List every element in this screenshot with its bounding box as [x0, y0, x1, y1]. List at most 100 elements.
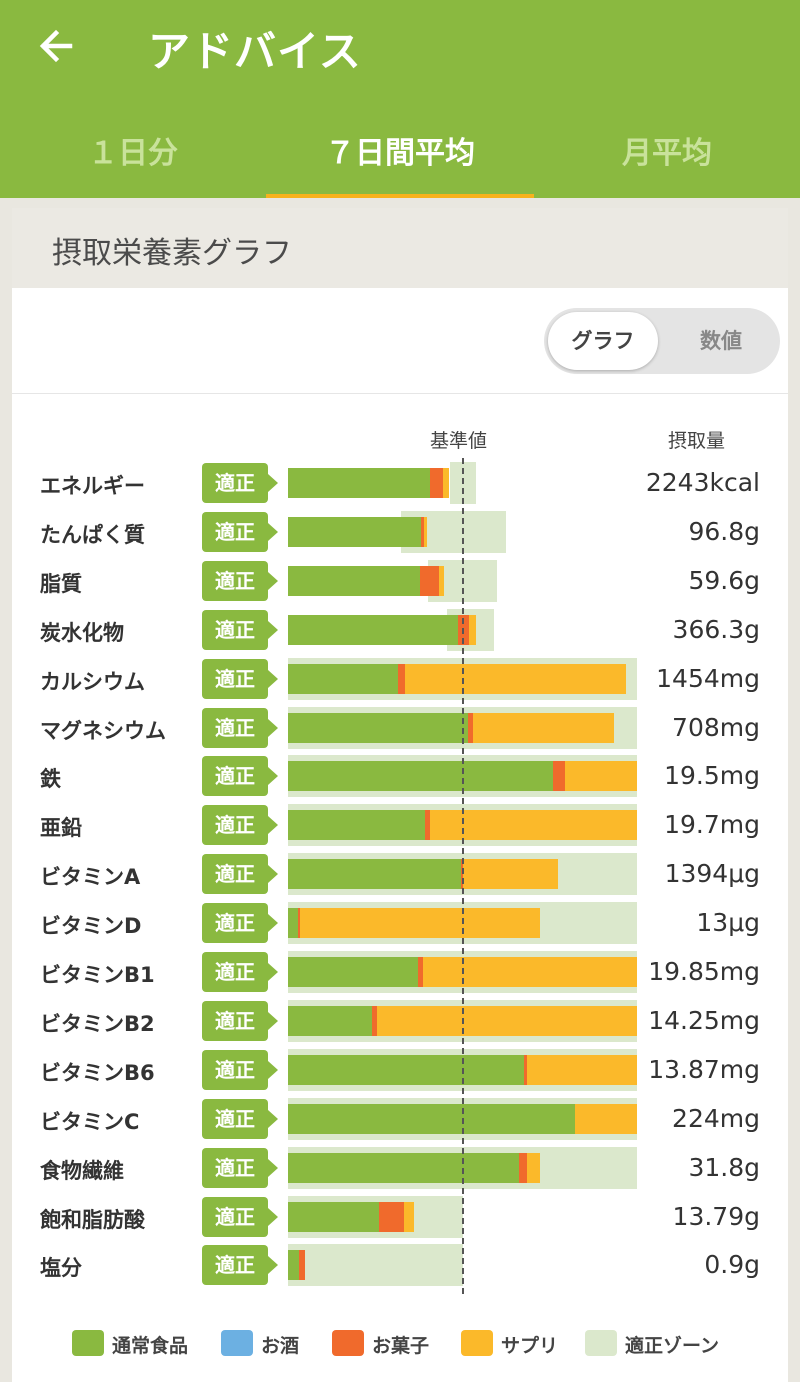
- nutrient-row: 塩分 適正 0.9g: [12, 1244, 788, 1286]
- status-badge: 適正: [202, 1148, 278, 1188]
- tab-indicator: [266, 194, 534, 198]
- intake-value: 0.9g: [704, 1250, 760, 1279]
- nutrient-name: 炭水化物: [40, 621, 124, 645]
- snack-segment: [371, 1006, 377, 1036]
- nutrient-name: 亜鉛: [40, 816, 82, 840]
- supplement-segment: [527, 1153, 541, 1183]
- tab-monthly-average[interactable]: 月平均: [622, 136, 712, 171]
- tab-7day-average[interactable]: ７日間平均: [325, 136, 475, 171]
- intake-value: 14.25mg: [648, 1006, 760, 1035]
- intake-value: 13.87mg: [648, 1055, 760, 1084]
- legend-swatch: [461, 1330, 493, 1356]
- nutrient-row: ビタミンC 適正 224mg: [12, 1098, 788, 1140]
- legend-swatch: [72, 1330, 104, 1356]
- snack-segment: [553, 761, 565, 791]
- supplement-segment: [575, 1104, 637, 1134]
- status-badge: 適正: [202, 463, 278, 503]
- normal-food-segment: [288, 1153, 520, 1183]
- snack-segment: [418, 957, 424, 987]
- status-badge: 適正: [202, 512, 278, 552]
- toggle-graph-button[interactable]: グラフ: [548, 312, 658, 370]
- snack-segment: [424, 810, 431, 840]
- back-button[interactable]: [36, 26, 80, 66]
- legend-swatch: [221, 1330, 253, 1356]
- nutrient-name: マグネシウム: [40, 719, 166, 743]
- normal-food-segment: [288, 1006, 372, 1036]
- legend-label: 適正ゾーン: [625, 1335, 720, 1357]
- status-badge: 適正: [202, 1197, 278, 1237]
- view-toggle[interactable]: グラフ 数値: [544, 308, 780, 374]
- intake-bar: [288, 1244, 637, 1286]
- intake-value: 59.6g: [688, 566, 760, 595]
- intake-value: 31.8g: [688, 1153, 760, 1182]
- intake-value: 366.3g: [672, 615, 760, 644]
- nutrient-name: ビタミンB1: [40, 963, 155, 987]
- normal-food-segment: [288, 1250, 300, 1280]
- nutrient-graph-card: 摂取栄養素グラフ グラフ 数値 基準値 摂取量 エネルギー 適正 2243kcal た…: [12, 208, 788, 1382]
- divider: [12, 393, 788, 394]
- supplement-segment: [463, 859, 558, 889]
- toggle-value-button[interactable]: 数値: [700, 329, 742, 353]
- nutrient-row: 飽和脂肪酸 適正 13.79g: [12, 1196, 788, 1238]
- nutrient-name: 脂質: [40, 572, 82, 596]
- supplement-segment: [423, 957, 637, 987]
- normal-food-segment: [288, 1055, 525, 1085]
- status-badge: 適正: [202, 659, 278, 699]
- supplement-segment: [443, 468, 449, 498]
- intake-value: 13μg: [696, 908, 760, 937]
- normal-food-segment: [288, 859, 461, 889]
- legend-label: 通常食品: [112, 1335, 189, 1357]
- legend-label: お酒: [261, 1335, 300, 1357]
- nutrient-row: 亜鉛 適正 19.7mg: [12, 804, 788, 846]
- snack-segment: [297, 908, 301, 938]
- normal-food-segment: [288, 566, 420, 596]
- intake-value: 708mg: [672, 713, 760, 742]
- legend-label: お菓子: [372, 1335, 430, 1357]
- nutrient-row: 炭水化物 適正 366.3g: [12, 609, 788, 651]
- status-badge: 適正: [202, 903, 278, 943]
- appropriate-zone: [288, 1244, 463, 1286]
- tab-1day[interactable]: １日分: [88, 136, 178, 171]
- supplement-segment: [472, 713, 615, 743]
- snack-segment: [524, 1055, 528, 1085]
- intake-column-header: 摂取量: [668, 430, 726, 452]
- snack-segment: [421, 517, 425, 547]
- supplement-segment: [404, 1202, 414, 1232]
- supplement-segment: [404, 664, 626, 694]
- status-badge: 適正: [202, 610, 278, 650]
- normal-food-segment: [288, 908, 298, 938]
- normal-food-segment: [288, 664, 398, 694]
- normal-food-segment: [288, 468, 431, 498]
- nutrient-row: ビタミンD 適正 13μg: [12, 902, 788, 944]
- nutrient-name: 食物繊維: [40, 1159, 124, 1183]
- card-header: 摂取栄養素グラフ: [12, 208, 788, 288]
- snack-segment: [378, 1202, 405, 1232]
- status-badge: 適正: [202, 1099, 278, 1139]
- normal-food-segment: [288, 761, 554, 791]
- snack-segment: [519, 1153, 528, 1183]
- normal-food-segment: [288, 810, 425, 840]
- status-badge: 適正: [202, 854, 278, 894]
- nutrient-name: ビタミンB6: [40, 1061, 155, 1085]
- nutrient-name: ビタミンC: [40, 1110, 140, 1134]
- nutrient-row: 食物繊維 適正 31.8g: [12, 1147, 788, 1189]
- supplement-segment: [527, 1055, 637, 1085]
- intake-value: 2243kcal: [645, 468, 760, 497]
- page-title: アドバイス: [148, 27, 362, 76]
- nutrient-name: 塩分: [40, 1256, 82, 1280]
- nutrient-name: 飽和脂肪酸: [40, 1208, 145, 1232]
- status-badge: 適正: [202, 708, 278, 748]
- nutrient-row: エネルギー 適正 2243kcal: [12, 462, 788, 504]
- normal-food-segment: [288, 615, 459, 645]
- nutrient-name: ビタミンB2: [40, 1012, 155, 1036]
- snack-segment: [467, 713, 473, 743]
- supplement-segment: [564, 761, 637, 791]
- nutrient-row: 脂質 適正 59.6g: [12, 560, 788, 602]
- nutrient-name: ビタミンA: [40, 865, 141, 889]
- nutrient-name: たんぱく質: [40, 523, 145, 547]
- supplement-segment: [300, 908, 541, 938]
- app-bar: アドバイス １日分 ７日間平均 月平均: [0, 0, 800, 198]
- nutrient-name: 鉄: [40, 767, 61, 791]
- nutrient-row: たんぱく質 適正 96.8g: [12, 511, 788, 553]
- card-title: 摂取栄養素グラフ: [52, 236, 292, 271]
